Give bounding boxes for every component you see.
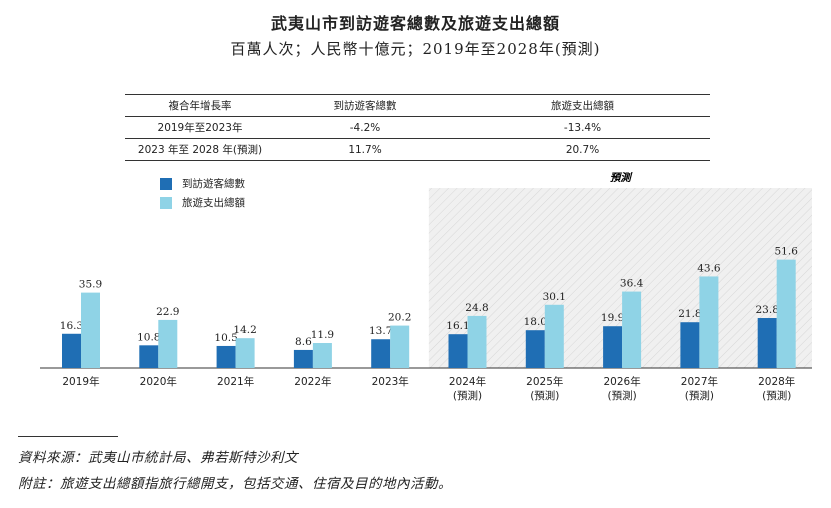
cagr-header-row: 複合年增長率 到訪遊客總數 旅遊支出總額 [125,94,710,117]
cagr-period: 2019年至2023年 [157,122,243,134]
source-note: 資料來源：武夷山市統計局、弗若斯特沙利文 [18,450,298,466]
bar-spending [81,292,100,368]
data-label-spending: 14.2 [233,324,256,336]
x-tick-label: 2019年 [62,375,99,388]
x-tick-label: 2022年 [294,375,331,388]
bar-spending [390,325,410,368]
legend-label-visitors: 到訪遊客總數 [182,178,245,190]
x-tick-note: (預測) [453,389,482,402]
x-tick-label: 2028年 [758,375,795,388]
x-tick-label: 2025年 [526,375,563,388]
bar-visitors [371,339,391,368]
x-tick-label: 2026年 [603,375,640,388]
data-label-visitors: 13.7 [369,325,392,337]
x-tick-note: (預測) [530,389,559,402]
data-label-visitors: 19.9 [601,312,624,324]
bar-spending [235,338,255,368]
bar-visitors [293,349,313,368]
bar-visitors [448,334,468,368]
legend-swatch-visitors [160,177,172,190]
bar-spending [467,315,487,368]
chart-subtitle: 百萬人次；人民幣十億元；2019年至2028年(預測) [230,40,601,58]
data-label-visitors: 21.8 [678,308,701,320]
data-label-spending: 24.8 [465,302,488,314]
cagr-spending: 20.7% [565,143,600,156]
bar-spending [622,291,642,368]
data-label-visitors: 18.0 [524,316,547,328]
cagr-header: 複合年增長率 [168,100,232,112]
legend-item-visitors: 到訪遊客總數 [160,176,245,191]
forecast-label: 預測 [610,171,633,184]
chart-title: 武夷山市到訪遊客總數及旅遊支出總額 [270,14,560,33]
cagr-visitors: 11.7% [348,143,382,156]
bar-chart: 預測 16.3 35.9 2019年 10.8 22.9 2020年 10.514.2 2021… [40,171,812,402]
bar-spending [699,276,719,368]
bar-visitors [757,318,777,368]
data-label-spending: 11.9 [311,329,334,341]
bar-visitors [62,333,81,368]
data-label-visitors: 8.6 [295,336,312,348]
x-tick-note: (預測) [762,389,791,402]
x-tick-label: 2024年 [449,375,486,388]
data-label-visitors: 16.3 [60,320,83,332]
data-label-spending: 35.9 [79,279,102,291]
data-label-spending: 43.6 [697,262,721,274]
bar-visitors [680,322,700,368]
x-tick-note: (預測) [607,389,636,402]
bar-visitors [603,326,623,368]
legend-label-spending: 旅遊支出總額 [182,197,245,209]
data-label-visitors: 10.5 [214,332,237,344]
footnote-divider [18,436,118,437]
legend-item-spending: 旅遊支出總額 [160,195,245,210]
bar-visitors [525,330,545,368]
cagr-spending: -13.4% [563,121,602,134]
bar-spending [158,319,178,368]
bar-visitors [216,345,236,368]
data-label-visitors: 10.8 [137,331,160,343]
legend-swatch-spending [160,196,172,209]
bar-visitors [139,345,159,368]
cagr-header: 到訪遊客總數 [333,100,397,112]
bar-spending [544,304,564,368]
data-label-spending: 30.1 [543,291,566,303]
data-label-spending: 51.6 [775,246,799,258]
cagr-period: 2023 年至 2028 年(預測) [137,144,263,156]
footnote: 附註：旅遊支出總額指旅行總開支，包括交通、住宿及目的地內活動。 [18,476,452,492]
cagr-row: 2023 年至 2028 年(預測) 11.7% 20.7% [125,139,710,161]
bar-spending [776,259,796,368]
data-label-visitors: 23.8 [756,304,779,316]
cagr-header: 旅遊支出總額 [551,100,614,112]
x-tick-label: 2027年 [681,375,718,388]
data-label-spending: 36.4 [620,278,644,290]
cagr-visitors: -4.2% [349,121,381,134]
cagr-table: 複合年增長率 到訪遊客總數 旅遊支出總額 2019年至2023年 -4.2% -… [125,94,710,161]
data-label-visitors: 16.1 [446,320,469,332]
x-tick-note: (預測) [685,389,714,402]
data-label-spending: 22.9 [156,306,179,318]
cagr-row: 2019年至2023年 -4.2% -13.4% [125,117,710,139]
bar-spending [312,343,332,368]
data-label-spending: 20.2 [388,312,411,324]
x-tick-label: 2021年 [217,375,254,388]
x-tick-label: 2020年 [140,375,177,388]
x-tick-label: 2023年 [372,375,409,388]
